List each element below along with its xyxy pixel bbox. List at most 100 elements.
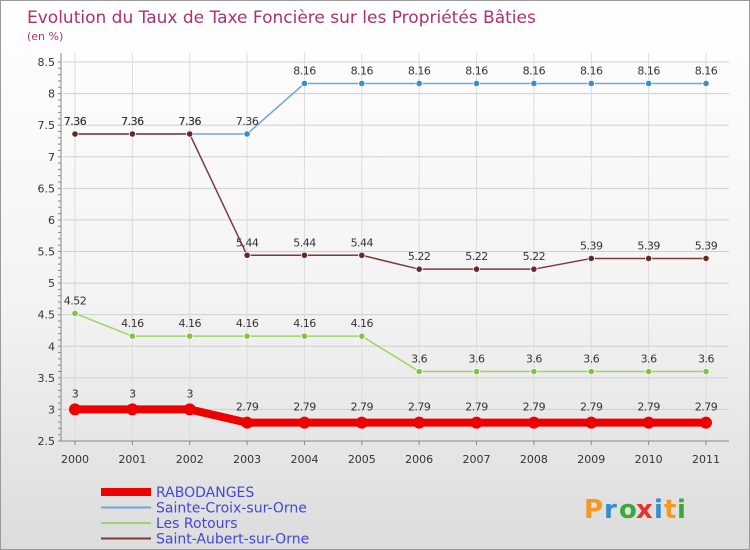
data-label: 2.79 <box>465 401 488 414</box>
legend-label: Saint-Aubert-sur-Orne <box>156 532 309 548</box>
data-label: 3 <box>72 387 79 400</box>
x-tick-label: 2011 <box>692 453 720 466</box>
series-line-1 <box>74 133 707 270</box>
data-label: 4.16 <box>236 317 259 330</box>
y-tick-label: 4 <box>48 340 55 353</box>
data-point <box>298 416 311 429</box>
y-tick-label: 6.5 <box>38 182 56 195</box>
data-point <box>358 79 366 88</box>
series-line-2 <box>74 312 707 373</box>
logo-letter: i <box>654 495 663 525</box>
series-group <box>69 79 712 429</box>
data-point <box>587 254 595 263</box>
x-tick-label: 2009 <box>577 453 605 466</box>
legend-label: Sainte-Croix-sur-Orne <box>156 501 307 517</box>
logo-letter: P <box>584 495 603 525</box>
data-point <box>128 130 136 138</box>
x-tick-label: 2004 <box>290 453 318 466</box>
data-label: 2.79 <box>236 401 259 414</box>
data-point <box>358 332 366 340</box>
logo-letter: r <box>604 495 617 525</box>
data-label: 3.6 <box>641 353 657 366</box>
x-tick-label: 2005 <box>348 453 376 466</box>
chart-title: Evolution du Taux de Taxe Foncière sur l… <box>27 8 536 28</box>
data-label: 7.36 <box>236 115 259 128</box>
y-tick-label: 7.5 <box>38 119 56 132</box>
data-label: 5.44 <box>236 236 259 249</box>
data-label: 5.22 <box>465 250 488 263</box>
data-point <box>183 403 196 416</box>
data-point <box>645 254 653 263</box>
data-point <box>702 79 710 88</box>
data-label: 8.16 <box>695 64 718 77</box>
data-label: 2.79 <box>351 401 374 414</box>
data-label: 7.36 <box>121 115 144 128</box>
data-label: 4.16 <box>121 317 144 330</box>
logo-letter: t <box>664 495 676 525</box>
y-tick-label: 6 <box>48 214 55 227</box>
data-label: 2.79 <box>695 401 718 414</box>
x-tick-label: 2007 <box>463 453 491 466</box>
data-point <box>300 251 309 259</box>
y-tick-label: 2.5 <box>38 435 56 448</box>
data-label: 7.36 <box>64 115 87 128</box>
grid <box>63 53 729 442</box>
data-point <box>186 130 194 138</box>
y-tick-label: 5 <box>48 277 55 290</box>
data-point <box>645 79 653 88</box>
data-label: 3.6 <box>698 353 714 366</box>
data-label: 8.16 <box>637 64 660 77</box>
data-point <box>530 79 538 88</box>
data-point <box>587 367 595 376</box>
x-tick-label: 2002 <box>176 453 204 466</box>
data-point <box>355 416 368 429</box>
data-point <box>186 332 194 340</box>
x-tick-label: 2010 <box>635 453 663 466</box>
data-label: 8.16 <box>465 64 488 77</box>
data-label: 8.16 <box>580 64 603 77</box>
data-point <box>71 309 79 318</box>
data-label: 5.22 <box>408 250 431 263</box>
data-point <box>243 130 251 138</box>
data-point <box>530 367 538 376</box>
data-label: 5.39 <box>695 239 718 252</box>
data-label: 3.6 <box>526 353 542 366</box>
data-point <box>69 403 81 416</box>
data-label: 5.44 <box>293 236 316 249</box>
data-point <box>300 332 309 340</box>
data-point <box>702 254 710 263</box>
data-label: 4.52 <box>64 294 87 307</box>
data-point <box>415 79 423 88</box>
data-label: 4.16 <box>351 317 374 330</box>
data-label: 7.36 <box>64 115 87 128</box>
data-point <box>585 416 598 429</box>
y-tick-label: 3 <box>48 403 55 416</box>
y-tick-label: 8.5 <box>38 56 56 69</box>
data-label: 5.39 <box>580 239 603 252</box>
data-point <box>472 79 481 88</box>
data-label: 8.16 <box>408 64 431 77</box>
data-label: 3.6 <box>469 353 485 366</box>
data-point <box>472 265 481 273</box>
data-point <box>415 265 423 273</box>
data-label: 2.79 <box>293 401 316 414</box>
data-label: 5.22 <box>523 250 546 263</box>
data-label: 8.16 <box>523 64 546 77</box>
data-labels: 7.36 7.36 7.36 7.36 8.16 8.16 8.16 8.16 8.16 8.16… <box>64 64 718 413</box>
data-label: 3.6 <box>583 353 599 366</box>
data-label: 2.79 <box>580 401 603 414</box>
data-label: 8.16 <box>293 64 316 77</box>
data-point <box>413 416 426 429</box>
data-label: 8.16 <box>351 64 374 77</box>
data-label: 3 <box>129 387 136 400</box>
x-tick-label: 2001 <box>118 453 146 466</box>
x-tick-label: 2003 <box>233 453 261 466</box>
data-point <box>645 367 653 376</box>
data-point <box>700 416 712 429</box>
y-tick-label: 7 <box>48 151 55 164</box>
legend-label: Les Rotours <box>156 516 238 532</box>
